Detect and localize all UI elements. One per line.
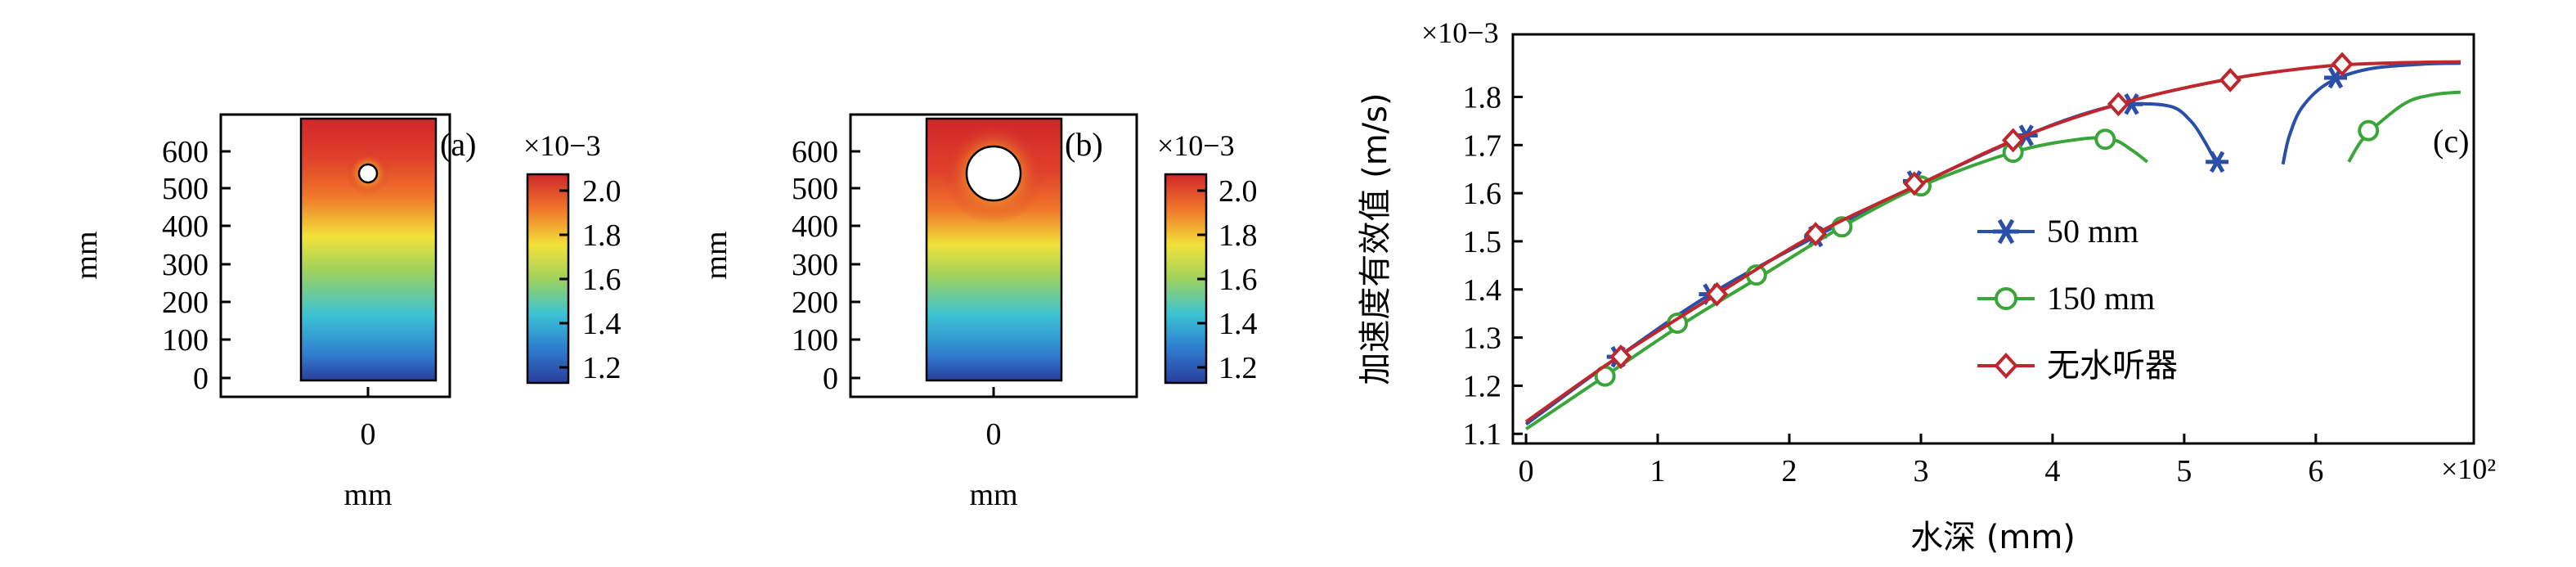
panel-c-ytick-label: 1.5 <box>1463 225 1502 259</box>
panel-a-hole <box>357 163 379 184</box>
legend-label-150mm: 150 mm <box>2047 280 2155 317</box>
data-point-no-hydrophone <box>2001 128 2025 153</box>
panel-c-ytick-label: 1.6 <box>1463 177 1502 211</box>
panel-a-ytick-label: 100 <box>162 323 209 358</box>
panel-a-ytick-label: 200 <box>162 286 209 320</box>
legend: 50 mm 150 mm 无水听器 <box>1977 213 2178 385</box>
panel-b-colorbar-multiplier: ×10−3 <box>1157 129 1235 162</box>
legend-entry-150mm: 150 mm <box>1977 280 2155 317</box>
panel-a-ytick-label: 600 <box>162 135 209 169</box>
panel-c-y-multiplier: ×10−3 <box>1421 16 1499 49</box>
data-point-no-hydrophone <box>1903 171 1926 196</box>
data-point-no-hydrophone <box>1705 281 1729 307</box>
panel-b-cbar-tick-label: 1.4 <box>1218 307 1258 341</box>
panel-c-xtick-label: 3 <box>1913 454 1928 488</box>
panel-a-colorbar: ×10−3 1.2 1.4 1.6 1.8 2.0 <box>523 129 622 385</box>
heatmap-panel-a: (a) 0 100 200 300 400 500 600 mm 0 mm ×1… <box>70 113 622 512</box>
panel-c-xtick-label: 0 <box>1519 454 1534 488</box>
legend-label-no-hydrophone: 无水听器 <box>2047 347 2178 385</box>
panel-b-label: (b) <box>1065 126 1103 163</box>
series-line-50mm <box>2281 61 2461 165</box>
panel-b-ytick-label: 300 <box>792 248 838 282</box>
panel-a-cbar-tick-label: 2.0 <box>582 174 622 209</box>
panel-c-label: (c) <box>2433 123 2469 160</box>
panel-c-ytick-label: 1.7 <box>1463 128 1502 163</box>
panel-b-cbar-tick-label: 1.6 <box>1218 263 1258 297</box>
data-point-no-hydrophone <box>1609 344 1632 370</box>
panel-c-xtick-label: 6 <box>2308 454 2323 488</box>
panel-c-x-multiplier: ×10² <box>2441 452 2496 485</box>
panel-a-frame <box>219 113 451 398</box>
panel-b-ytick-label: 0 <box>823 362 838 396</box>
data-point-no-hydrophone <box>1804 222 1827 247</box>
panel-c-xtick-label: 4 <box>2044 454 2060 488</box>
panel-a-label: (a) <box>440 126 476 163</box>
legend-entry-50mm: 50 mm <box>1977 213 2138 250</box>
series-line-no-hydrophone <box>1524 60 2461 424</box>
panel-c-xtick-label: 2 <box>1782 454 1797 488</box>
panel-c-plot-frame <box>1511 33 2475 445</box>
panel-b-cbar-tick-label: 1.8 <box>1218 218 1258 253</box>
panel-c-ytick-label: 1.3 <box>1463 322 1502 356</box>
panel-c-ytick-label: 1.8 <box>1463 80 1502 115</box>
data-point-150mm <box>2358 119 2380 142</box>
legend-entry-no-hydrophone: 无水听器 <box>1977 347 2178 385</box>
data-point-no-hydrophone <box>2331 52 2354 77</box>
heatmap-panel-b: (b) 0 100 200 300 400 500 600 mm 0 mm ×1… <box>699 113 1258 512</box>
panel-a-ytick-label: 500 <box>162 172 209 206</box>
legend-label-50mm: 50 mm <box>2047 213 2138 250</box>
panel-c-ytick-label: 1.1 <box>1463 417 1502 452</box>
panel-b-ytick-label: 500 <box>792 172 838 206</box>
legend-marker-circle <box>1995 287 2017 310</box>
panel-c-ytick-label: 1.2 <box>1463 369 1502 403</box>
panel-c-ytick-label: 1.4 <box>1463 273 1502 308</box>
panel-c-xlabel: 水深 (mm) <box>1910 519 2076 556</box>
panel-a-ytick-label: 0 <box>193 362 209 396</box>
panel-c-xtick-label: 1 <box>1650 454 1666 488</box>
panel-b-hole <box>965 145 1022 202</box>
panel-b-ytick-label: 100 <box>792 323 838 358</box>
panel-a-cbar-tick-label: 1.6 <box>582 263 622 297</box>
panel-b-cbar-tick-label: 2.0 <box>1218 174 1258 209</box>
panel-b-ytick-label: 600 <box>792 135 838 169</box>
panel-b-ylabel: mm <box>699 231 734 279</box>
data-point-150mm <box>2094 128 2116 151</box>
panel-b-xtick-label: 0 <box>986 417 1002 452</box>
data-point-no-hydrophone <box>2219 67 2242 92</box>
panel-b-ytick-label: 400 <box>792 209 838 244</box>
panel-a-ylabel: mm <box>70 231 104 279</box>
line-chart-panel-c: ×10−3 ×10² (c) 加速度有效值 (m/s) 水深 (mm) 0 1 2 3… <box>1357 16 2496 556</box>
legend-marker-asterisk <box>1993 218 2019 245</box>
panel-a-xtick-label: 0 <box>361 417 376 452</box>
panel-c-xtick-label: 5 <box>2176 454 2192 488</box>
panel-a-colorbar-multiplier: ×10−3 <box>523 129 601 162</box>
panel-c-series <box>1524 52 2462 431</box>
panel-a-ytick-label: 300 <box>162 248 209 282</box>
series-line-150mm <box>2347 90 2462 163</box>
panel-a-y-axis: 0 100 200 300 400 500 600 <box>162 135 231 396</box>
panel-a-xlabel: mm <box>343 478 392 512</box>
panel-a-cbar-tick-label: 1.2 <box>582 351 622 385</box>
panel-a-ytick-label: 400 <box>162 209 209 244</box>
panel-b-colorbar: ×10−3 1.2 1.4 1.6 1.8 2.0 <box>1157 129 1258 385</box>
panel-b-cbar-tick-label: 1.2 <box>1218 351 1258 385</box>
panel-b-ytick-label: 200 <box>792 286 838 320</box>
legend-marker-diamond <box>1994 353 2018 379</box>
panel-c-ticks: 0 1 2 3 4 5 6 1.1 1.2 1.3 1.4 1.5 1.6 1.7 1.8 <box>1463 80 2324 488</box>
panel-b-y-axis: 0 100 200 300 400 500 600 <box>792 135 860 396</box>
panel-c-ylabel: 加速度有效值 (m/s) <box>1357 92 1394 385</box>
panel-b-xlabel: mm <box>969 478 1017 512</box>
panel-a-cbar-tick-label: 1.4 <box>582 307 622 341</box>
data-point-50mm <box>2206 151 2229 173</box>
data-point-no-hydrophone <box>2107 92 2130 117</box>
panel-a-cbar-tick-label: 1.8 <box>582 218 622 253</box>
